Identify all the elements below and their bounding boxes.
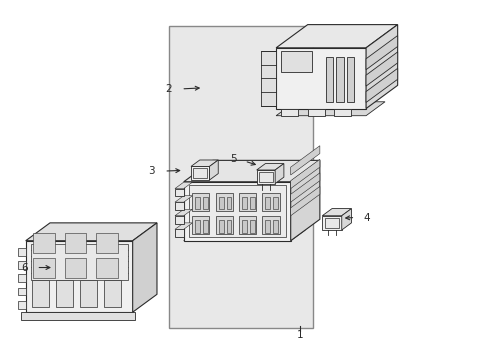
Bar bbox=[334, 109, 351, 116]
Bar bbox=[175, 216, 183, 224]
Bar bbox=[175, 229, 183, 237]
Bar bbox=[249, 220, 254, 233]
Bar bbox=[56, 280, 73, 307]
Text: 1: 1 bbox=[297, 330, 303, 341]
Bar bbox=[19, 248, 26, 256]
Bar bbox=[226, 220, 231, 233]
Bar bbox=[96, 233, 118, 253]
Bar bbox=[281, 51, 312, 72]
Bar bbox=[64, 233, 86, 253]
Bar bbox=[195, 197, 200, 209]
Bar bbox=[19, 288, 26, 296]
Bar bbox=[19, 261, 26, 269]
Bar bbox=[195, 220, 200, 233]
Polygon shape bbox=[175, 182, 192, 189]
Bar bbox=[33, 258, 55, 278]
Bar bbox=[260, 51, 276, 105]
Text: 5: 5 bbox=[230, 154, 237, 164]
Polygon shape bbox=[276, 102, 384, 116]
Polygon shape bbox=[275, 163, 284, 184]
Polygon shape bbox=[209, 160, 218, 180]
Bar bbox=[325, 57, 332, 103]
Bar bbox=[80, 280, 97, 307]
Bar bbox=[226, 197, 231, 209]
Text: 4: 4 bbox=[363, 212, 369, 222]
Text: 3: 3 bbox=[148, 166, 154, 176]
Polygon shape bbox=[290, 160, 319, 241]
Polygon shape bbox=[290, 146, 319, 175]
Polygon shape bbox=[366, 52, 397, 86]
Bar bbox=[259, 172, 272, 182]
Bar bbox=[262, 193, 279, 211]
Bar bbox=[273, 220, 278, 233]
Bar bbox=[203, 220, 207, 233]
Bar bbox=[183, 182, 290, 241]
Polygon shape bbox=[256, 163, 284, 170]
Bar bbox=[96, 258, 118, 278]
Bar bbox=[19, 274, 26, 282]
Polygon shape bbox=[290, 173, 319, 202]
Text: 2: 2 bbox=[164, 84, 171, 94]
Text: 6: 6 bbox=[21, 262, 28, 273]
Bar bbox=[215, 216, 232, 234]
Polygon shape bbox=[175, 223, 192, 229]
Bar bbox=[336, 57, 343, 103]
Polygon shape bbox=[322, 208, 351, 216]
Bar bbox=[175, 189, 183, 197]
Polygon shape bbox=[276, 24, 397, 48]
Bar bbox=[218, 197, 223, 209]
Bar bbox=[192, 216, 209, 234]
Polygon shape bbox=[366, 24, 397, 109]
Bar bbox=[322, 216, 341, 230]
Bar bbox=[218, 220, 223, 233]
Polygon shape bbox=[366, 68, 397, 103]
Polygon shape bbox=[276, 48, 366, 109]
Bar bbox=[26, 241, 132, 312]
Bar bbox=[203, 197, 207, 209]
Bar bbox=[307, 109, 324, 116]
Bar bbox=[215, 193, 232, 211]
Bar bbox=[192, 193, 209, 211]
Bar bbox=[169, 26, 312, 328]
Bar bbox=[239, 193, 256, 211]
Bar bbox=[265, 220, 270, 233]
Bar bbox=[104, 280, 121, 307]
Bar bbox=[242, 220, 246, 233]
Bar bbox=[324, 217, 339, 228]
Bar bbox=[191, 166, 209, 180]
Bar bbox=[242, 197, 246, 209]
Bar bbox=[64, 258, 86, 278]
Bar bbox=[262, 216, 279, 234]
Bar bbox=[239, 216, 256, 234]
Polygon shape bbox=[366, 36, 397, 70]
Polygon shape bbox=[191, 160, 218, 166]
Polygon shape bbox=[30, 244, 127, 280]
Polygon shape bbox=[175, 209, 192, 216]
Polygon shape bbox=[26, 223, 157, 241]
Polygon shape bbox=[341, 208, 351, 230]
Polygon shape bbox=[290, 159, 319, 189]
Bar bbox=[19, 301, 26, 309]
Bar bbox=[188, 185, 285, 237]
Bar bbox=[265, 197, 270, 209]
Bar bbox=[193, 168, 206, 178]
Bar bbox=[33, 233, 55, 253]
Bar bbox=[273, 197, 278, 209]
Bar bbox=[256, 170, 275, 184]
Polygon shape bbox=[132, 223, 157, 312]
Bar bbox=[281, 109, 297, 116]
Bar bbox=[346, 57, 353, 103]
Bar bbox=[249, 197, 254, 209]
Polygon shape bbox=[290, 186, 319, 216]
Polygon shape bbox=[183, 230, 305, 241]
Bar bbox=[31, 280, 48, 307]
Bar bbox=[175, 202, 183, 210]
Polygon shape bbox=[175, 196, 192, 202]
Bar bbox=[21, 312, 135, 320]
Polygon shape bbox=[183, 160, 319, 182]
